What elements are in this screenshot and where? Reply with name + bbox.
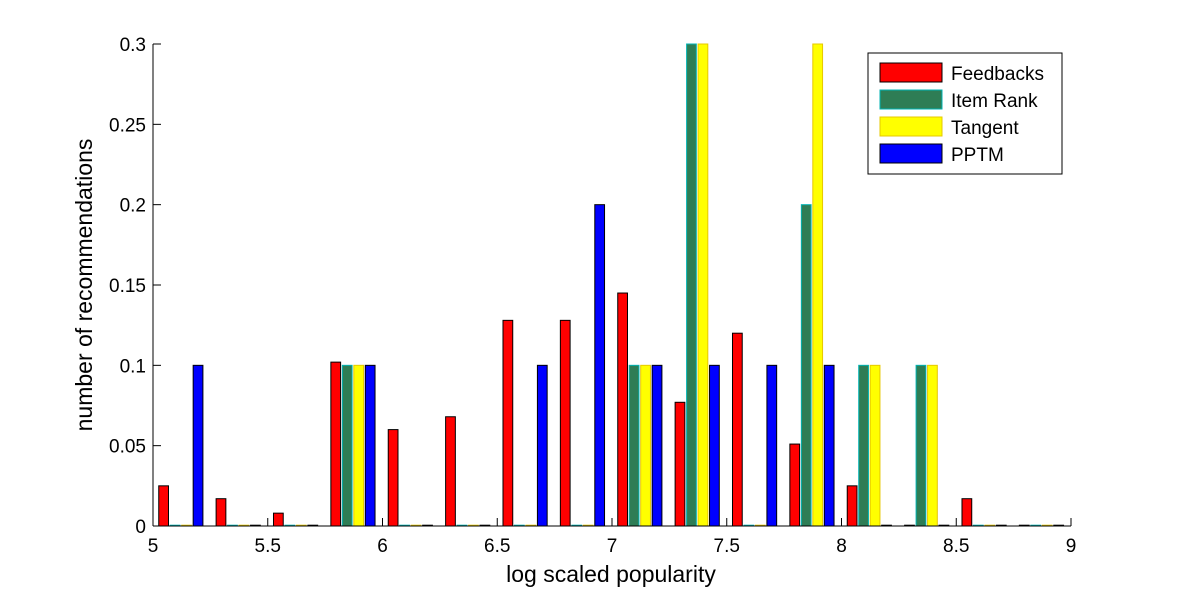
x-tick-label: 7 bbox=[607, 536, 618, 557]
bar-feedbacks-4 bbox=[387, 429, 399, 527]
legend-swatch-tangent bbox=[879, 116, 943, 137]
legend-swatch-feedbacks bbox=[879, 62, 943, 83]
bar-pptm-11 bbox=[823, 364, 835, 527]
bars-layer bbox=[158, 43, 1065, 527]
legend-label-tangent: Tangent bbox=[951, 118, 1019, 139]
bar-feedbacks-0 bbox=[158, 485, 169, 527]
bar-pptm-0 bbox=[192, 364, 204, 527]
bar-tangent-12 bbox=[869, 364, 881, 527]
axes-layer: 5 5.5 6 6.5 7 7.5 8 8.5 9 0 0.05 0.1 0.15 0.2 0.25 0.3 bbox=[109, 35, 1076, 557]
x-tick-label: 6 bbox=[377, 536, 388, 557]
bar-item-rank-12 bbox=[858, 364, 869, 527]
bar-pptm-8 bbox=[651, 364, 663, 527]
x-tick-label: 6.5 bbox=[484, 536, 510, 557]
bar-feedbacks-5 bbox=[445, 416, 456, 527]
legend-swatch-item-rank bbox=[879, 89, 943, 110]
x-tick-label: 9 bbox=[1066, 536, 1077, 557]
bar-tangent-13 bbox=[927, 364, 938, 527]
bar-pptm-6 bbox=[536, 364, 548, 527]
bar-feedbacks-1 bbox=[215, 498, 227, 527]
y-tick-label: 0.1 bbox=[120, 356, 146, 377]
legend: Feedbacks Item Rank Tangent PPTM bbox=[867, 52, 1063, 175]
bar-item-rank-9 bbox=[686, 43, 697, 527]
bar-feedbacks-8 bbox=[617, 292, 628, 527]
legend-label-item-rank: Item Rank bbox=[951, 91, 1038, 112]
y-tick-label: 0.2 bbox=[120, 196, 146, 217]
bar-feedbacks-6 bbox=[502, 319, 514, 527]
bar-feedbacks-2 bbox=[272, 512, 284, 527]
bar-tangent-8 bbox=[640, 364, 651, 527]
y-tick-label: 0.3 bbox=[120, 35, 146, 56]
bar-tangent-9 bbox=[697, 43, 709, 527]
x-tick-label: 8.5 bbox=[943, 536, 969, 557]
bar-item-rank-11 bbox=[800, 204, 812, 527]
x-tick-label: 7.5 bbox=[714, 536, 740, 557]
legend-swatch-pptm bbox=[879, 143, 943, 164]
legend-label-feedbacks: Feedbacks bbox=[951, 64, 1044, 85]
bar-item-rank-13 bbox=[915, 364, 927, 527]
bar-feedbacks-7 bbox=[559, 319, 571, 527]
bar-feedbacks-12 bbox=[846, 485, 858, 527]
y-tick-label: 0.25 bbox=[109, 115, 146, 136]
bar-tangent-11 bbox=[812, 43, 824, 527]
x-tick-label: 5.5 bbox=[255, 536, 281, 557]
bar-item-rank-3 bbox=[341, 364, 353, 527]
bar-feedbacks-11 bbox=[789, 443, 801, 527]
x-axis-label: log scaled popularity bbox=[506, 561, 716, 587]
x-tick-label: 8 bbox=[836, 536, 847, 557]
y-tick-label: 0.05 bbox=[109, 437, 146, 458]
bar-feedbacks-3 bbox=[330, 361, 342, 527]
legend-label-pptm: PPTM bbox=[951, 145, 1004, 166]
bar-feedbacks-14 bbox=[961, 498, 973, 527]
bar-pptm-7 bbox=[594, 204, 606, 527]
bar-feedbacks-9 bbox=[674, 401, 686, 527]
y-tick-label: 0 bbox=[135, 517, 146, 538]
bar-tangent-3 bbox=[353, 364, 365, 527]
bar-pptm-9 bbox=[709, 364, 720, 527]
x-tick-label: 5 bbox=[148, 536, 159, 557]
bar-pptm-10 bbox=[766, 364, 778, 527]
y-tick-label: 0.15 bbox=[109, 276, 146, 297]
bar-feedbacks-10 bbox=[731, 332, 743, 527]
bar-pptm-3 bbox=[364, 364, 376, 527]
bar-item-rank-8 bbox=[628, 364, 640, 527]
y-axis-label: number of recommendations bbox=[71, 139, 97, 432]
